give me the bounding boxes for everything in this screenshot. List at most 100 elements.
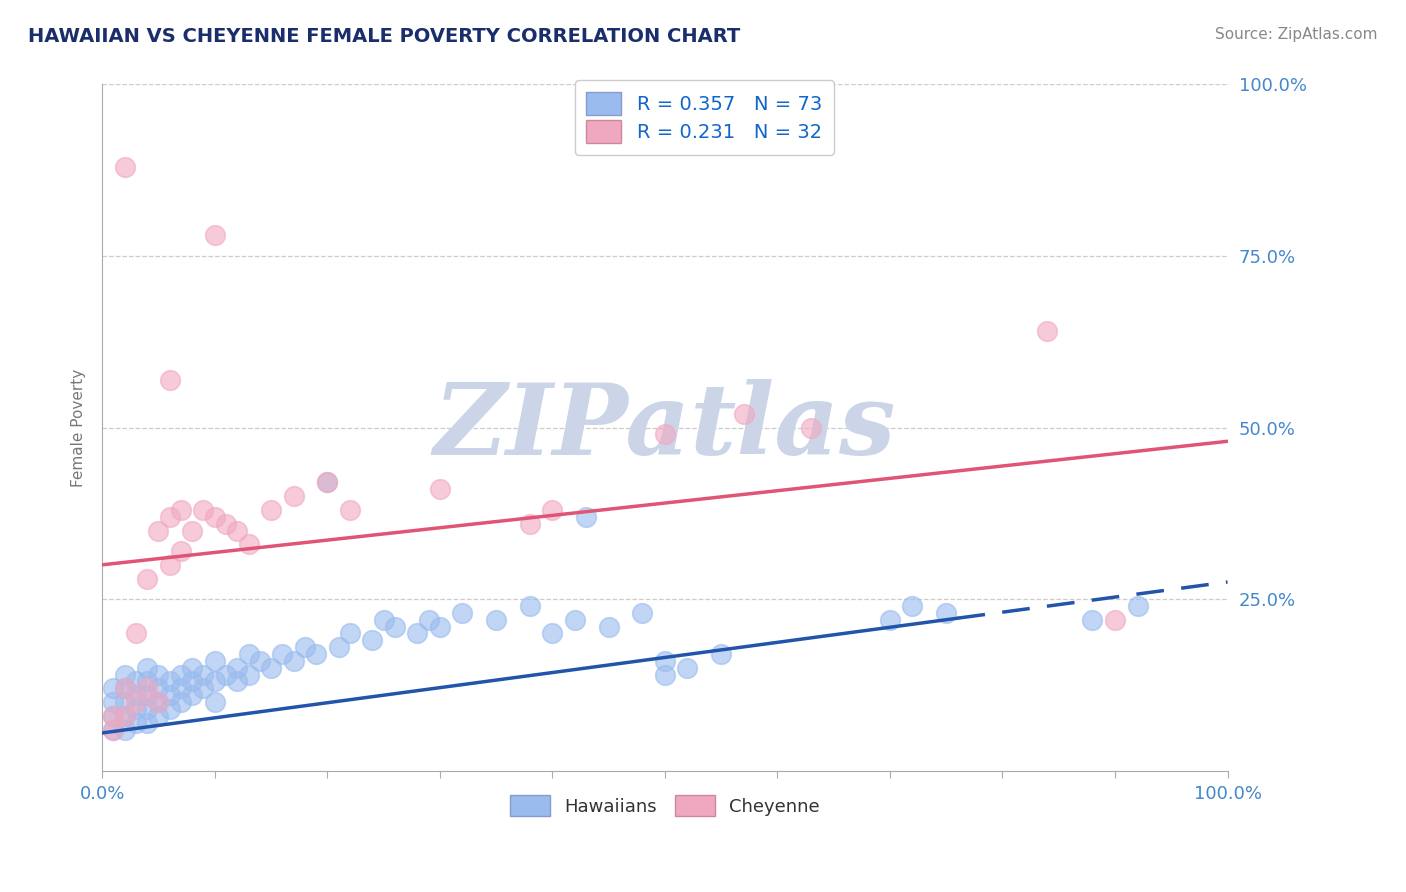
Point (114, 160, 136, 174)
Point (305, 647, 328, 661)
Point (654, 427, 676, 442)
Point (935, 606, 957, 620)
Point (181, 674, 204, 689)
Point (204, 674, 226, 689)
Point (136, 688, 159, 702)
Point (159, 509, 181, 524)
Point (1081, 613, 1104, 627)
Point (193, 503, 215, 517)
Point (1036, 325, 1059, 339)
Point (170, 544, 193, 558)
Point (148, 695, 170, 709)
Point (215, 516, 238, 531)
Point (676, 661, 699, 675)
Legend: Hawaiians, Cheyenne: Hawaiians, Cheyenne (503, 789, 827, 823)
Point (114, 708, 136, 723)
Point (1126, 599, 1149, 613)
Point (125, 695, 148, 709)
Point (429, 483, 451, 497)
Point (148, 681, 170, 696)
Point (283, 654, 305, 668)
Point (238, 667, 260, 681)
Point (204, 654, 226, 668)
Point (226, 674, 249, 689)
Point (598, 619, 620, 633)
Point (114, 695, 136, 709)
Point (271, 647, 294, 661)
Point (429, 619, 451, 633)
Point (114, 667, 136, 681)
Point (125, 702, 148, 716)
Point (148, 667, 170, 681)
Point (136, 572, 159, 586)
Point (283, 489, 305, 503)
Point (226, 661, 249, 675)
Point (631, 606, 654, 620)
Point (204, 509, 226, 524)
Point (373, 613, 395, 627)
Point (879, 613, 901, 627)
Point (125, 674, 148, 689)
Point (114, 708, 136, 723)
Point (103, 723, 125, 737)
Point (226, 524, 249, 538)
Point (148, 695, 170, 709)
Point (204, 228, 226, 243)
Point (103, 723, 125, 737)
Point (148, 708, 170, 723)
Point (316, 475, 339, 490)
Text: ZIPatlas: ZIPatlas (433, 379, 896, 475)
Point (800, 420, 823, 434)
Point (114, 681, 136, 696)
Point (159, 674, 181, 689)
Point (654, 654, 676, 668)
Point (170, 695, 193, 709)
Point (159, 688, 181, 702)
Point (519, 599, 541, 613)
Point (148, 524, 170, 538)
Point (733, 407, 755, 421)
Point (136, 661, 159, 675)
Point (238, 647, 260, 661)
Text: Source: ZipAtlas.com: Source: ZipAtlas.com (1215, 27, 1378, 42)
Point (339, 503, 361, 517)
Point (181, 688, 204, 702)
Point (170, 503, 193, 517)
Point (170, 681, 193, 696)
Point (901, 599, 924, 613)
Point (710, 647, 733, 661)
Point (181, 524, 204, 538)
Point (328, 640, 350, 655)
Point (406, 626, 429, 640)
Point (260, 503, 283, 517)
Point (159, 702, 181, 716)
Point (1104, 613, 1126, 627)
Point (654, 667, 676, 681)
Point (125, 688, 148, 702)
Point (103, 695, 125, 709)
Point (125, 626, 148, 640)
Point (136, 681, 159, 696)
Point (103, 708, 125, 723)
Point (339, 626, 361, 640)
Point (159, 558, 181, 572)
Point (136, 702, 159, 716)
Point (114, 681, 136, 696)
Point (125, 715, 148, 730)
Point (564, 613, 586, 627)
Point (193, 667, 215, 681)
Y-axis label: Female Poverty: Female Poverty (72, 368, 86, 487)
Point (215, 667, 238, 681)
Point (575, 509, 598, 524)
Point (114, 723, 136, 737)
Point (159, 372, 181, 386)
Point (260, 661, 283, 675)
Point (170, 667, 193, 681)
Point (204, 695, 226, 709)
Point (238, 537, 260, 551)
Point (384, 619, 406, 633)
Point (361, 633, 384, 648)
Point (136, 674, 159, 689)
Point (519, 516, 541, 531)
Point (294, 640, 316, 655)
